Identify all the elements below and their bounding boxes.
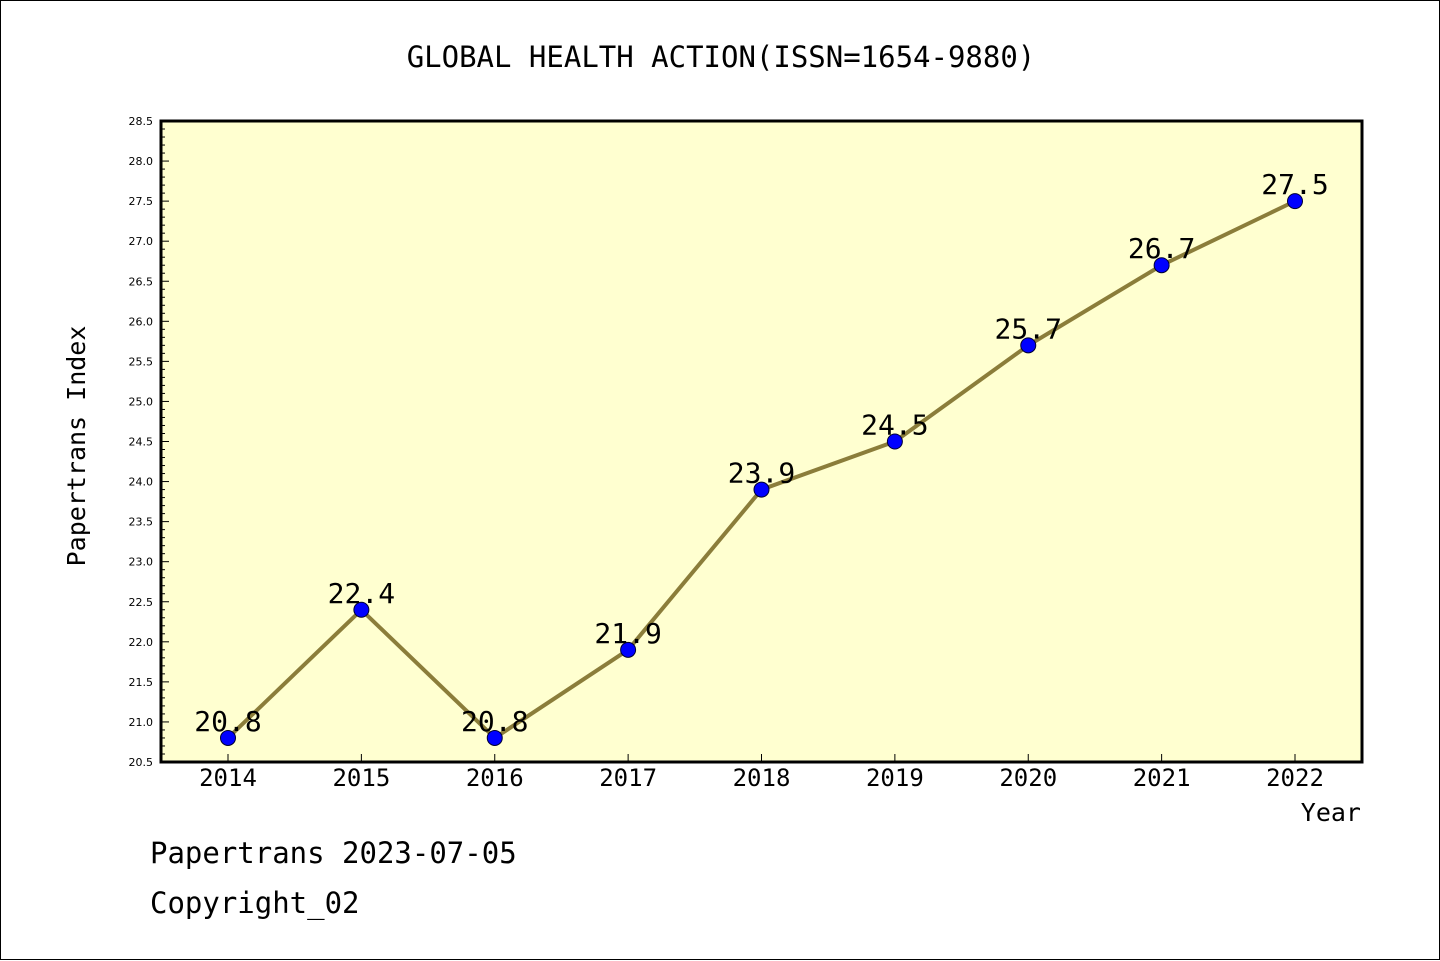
y-tick-label: 23.5 xyxy=(129,516,154,529)
data-label: 21.9 xyxy=(594,617,661,650)
y-tick-label: 20.5 xyxy=(129,756,154,769)
series-markers xyxy=(220,193,1303,746)
x-tick-label: 2016 xyxy=(466,764,524,792)
data-label: 20.8 xyxy=(461,705,528,738)
x-tick-label: 2018 xyxy=(733,764,791,792)
y-tick-label: 22.0 xyxy=(129,636,154,649)
y-tick-label: 24.5 xyxy=(129,436,154,449)
x-tick-label: 2021 xyxy=(1133,764,1191,792)
data-label: 22.4 xyxy=(328,577,395,610)
plot-border xyxy=(159,119,1364,764)
y-tick-label: 27.0 xyxy=(129,235,154,248)
y-tick-label: 28.5 xyxy=(129,115,154,128)
data-point xyxy=(1287,193,1303,210)
data-label: 23.9 xyxy=(728,457,795,490)
data-point xyxy=(886,433,903,450)
data-point xyxy=(220,729,236,746)
data-point xyxy=(620,641,637,658)
y-tick-label: 26.0 xyxy=(129,315,154,328)
data-label: 27.5 xyxy=(1261,168,1328,201)
x-tick-label: 2014 xyxy=(199,764,257,792)
data-point xyxy=(1153,257,1170,274)
data-label: 20.8 xyxy=(194,705,261,738)
data-point xyxy=(353,601,370,618)
y-tick-label: 21.0 xyxy=(129,716,154,729)
y-tick-label: 24.0 xyxy=(129,476,154,489)
data-point xyxy=(486,729,503,746)
x-axis: 2014 2015 2016 2017 2018 2019 2020 2021 2022 xyxy=(199,754,1324,792)
data-label: 24.5 xyxy=(861,409,928,442)
y-tick-label: 27.5 xyxy=(129,195,154,208)
data-point xyxy=(753,481,770,498)
data-labels: 20.8 22.4 20.8 21.9 23.9 24.5 25.7 26.7 27.5 xyxy=(194,168,1328,738)
data-label: 26.7 xyxy=(1128,232,1195,265)
y-tick-label: 25.0 xyxy=(129,395,154,408)
x-tick-label: 2020 xyxy=(999,764,1057,792)
y-axis-label: Papertrans Index xyxy=(62,326,91,567)
x-tick-label: 2022 xyxy=(1266,764,1324,792)
y-tick-label: 25.5 xyxy=(129,355,154,368)
y-tick-label: 26.5 xyxy=(129,275,154,288)
data-label: 25.7 xyxy=(995,312,1062,345)
x-tick-label: 2019 xyxy=(866,764,924,792)
y-tick-label: 22.5 xyxy=(129,596,154,609)
y-tick-label: 21.5 xyxy=(129,676,154,689)
x-tick-label: 2017 xyxy=(599,764,657,792)
footer-copyright: Copyright_02 xyxy=(150,886,360,920)
data-point xyxy=(1020,337,1037,354)
y-tick-label: 23.0 xyxy=(129,556,154,569)
y-tick-label: 28.0 xyxy=(129,155,154,168)
plot-area xyxy=(161,121,1362,762)
y-axis: 20.5 21.0 21.5 22.0 22.5 23.0 23.5 24.0 24.5 25.0… xyxy=(129,115,169,769)
x-axis-label: Year xyxy=(1301,798,1361,827)
x-tick-label: 2015 xyxy=(332,764,390,792)
footer-date: Papertrans 2023-07-05 xyxy=(150,836,517,870)
chart-title: GLOBAL HEALTH ACTION(ISSN=1654-9880) xyxy=(407,40,1036,74)
